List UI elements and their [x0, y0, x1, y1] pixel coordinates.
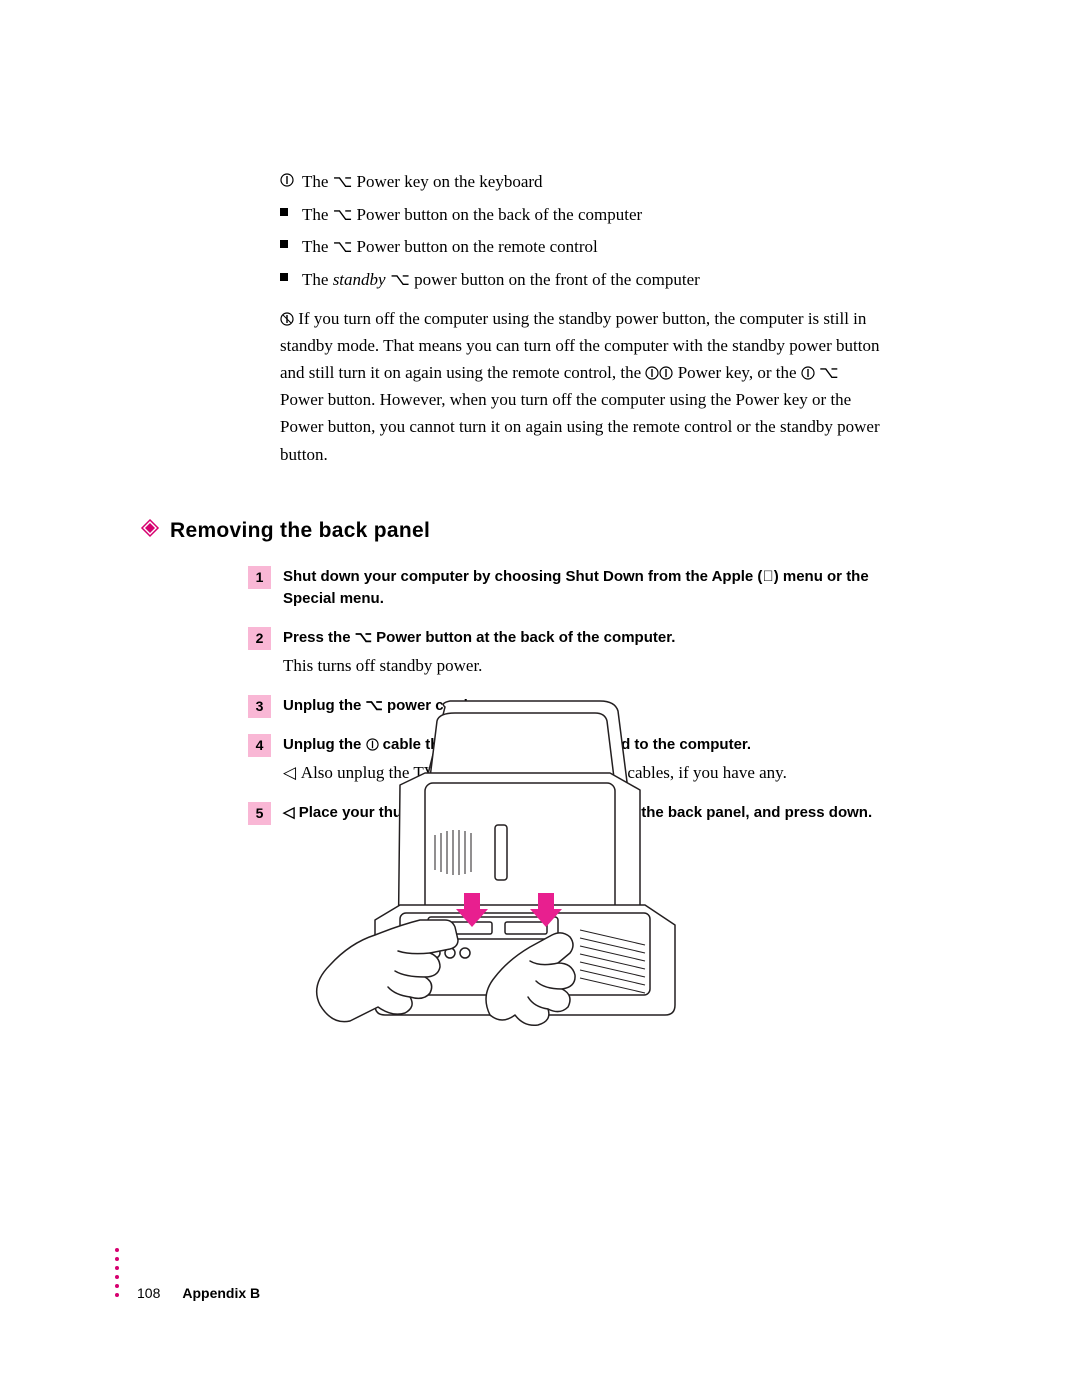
step-text: Shut down your computer by choosing Shut… [283, 566, 873, 611]
body-paragraph: If you turn off the computer using the s… [280, 305, 880, 468]
dots-ornament [115, 1248, 119, 1302]
step-number: 4 [248, 734, 271, 757]
step-2: 2 Press the ⌥ Power button at the back o… [248, 627, 940, 679]
step-number: 2 [248, 627, 271, 650]
bullet-item-1: The ⌥ Power key on the keyboard [280, 170, 880, 195]
step-text: Press the ⌥ Power button at the back of … [283, 627, 675, 679]
square-bullet-icon [280, 273, 288, 281]
heading-text: Removing the back panel [170, 519, 430, 543]
step-number: 3 [248, 695, 271, 718]
bullet-item-4: The standby ⌥ power button on the front … [280, 268, 880, 293]
content-column: The ⌥ Power key on the keyboard The ⌥ Po… [280, 170, 880, 468]
bullet-item-2: The ⌥ Power button on the back of the co… [280, 203, 880, 228]
bullet-item-3: The ⌥ Power button on the remote control [280, 235, 880, 260]
square-bullet-icon [280, 208, 288, 216]
bullet-text: The ⌥ Power button on the remote control [302, 235, 598, 260]
computer-illustration [280, 695, 760, 1065]
appendix-label: Appendix B [182, 1285, 260, 1301]
page-number: 108 [137, 1285, 160, 1301]
bullet-text: The ⌥ Power button on the back of the co… [302, 203, 642, 228]
section-heading: Removing the back panel [140, 518, 940, 544]
step-subtext: This turns off standby power. [283, 653, 675, 679]
step-number: 5 [248, 802, 271, 825]
bullet-text: The ⌥ Power key on the keyboard [302, 170, 543, 195]
diamond-icon [140, 518, 160, 544]
step-number: 1 [248, 566, 271, 589]
page: The ⌥ Power key on the keyboard The ⌥ Po… [0, 0, 1080, 1397]
square-bullet-icon [280, 240, 288, 248]
step-1: 1 Shut down your computer by choosing Sh… [248, 566, 940, 611]
circle-i-icon [280, 170, 302, 195]
page-footer: 108 Appendix B [115, 1284, 260, 1302]
bullet-text: The standby ⌥ power button on the front … [302, 268, 700, 293]
